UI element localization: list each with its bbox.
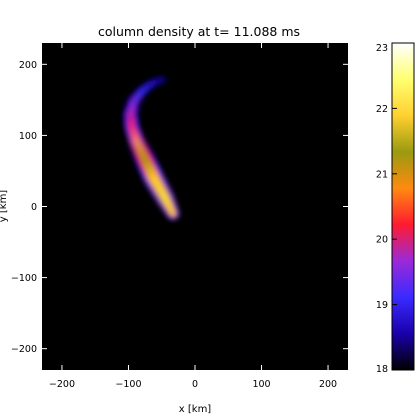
colorbar-tick-label: 23 <box>376 43 388 54</box>
y-axis-label: y [km] <box>0 190 9 223</box>
x-tick-label: −200 <box>49 379 75 390</box>
y-tick-label: 0 <box>31 202 37 213</box>
x-tick-label: 0 <box>192 379 198 390</box>
y-axis: −200 −100 0 100 200 <box>11 60 348 355</box>
colorbar-tick-label: 21 <box>376 169 388 180</box>
y-tick-label: −200 <box>11 344 37 355</box>
x-axis-label: x [km] <box>179 404 212 415</box>
colorbar <box>391 42 415 371</box>
colorbar-tick-label: 18 <box>376 364 388 375</box>
x-tick-label: −100 <box>115 379 141 390</box>
colorbar-tick-label: 22 <box>376 104 388 115</box>
colorbar-tick-label: 20 <box>376 235 388 246</box>
x-axis: −200 −100 0 100 200 <box>49 43 337 390</box>
y-tick-label: 100 <box>19 131 37 142</box>
plot-area <box>42 43 348 370</box>
x-tick-label: 200 <box>319 379 337 390</box>
x-tick-label: 100 <box>252 379 270 390</box>
colorbar-tick-label: 19 <box>376 300 388 311</box>
y-tick-label: −100 <box>11 273 37 284</box>
density-feature <box>121 74 180 220</box>
feature-core <box>161 77 165 81</box>
y-tick-label: 200 <box>19 60 37 71</box>
chart-title: column density at t= 11.088 ms <box>98 24 300 39</box>
colorbar-ticks: 18 19 20 21 22 23 <box>376 42 397 375</box>
